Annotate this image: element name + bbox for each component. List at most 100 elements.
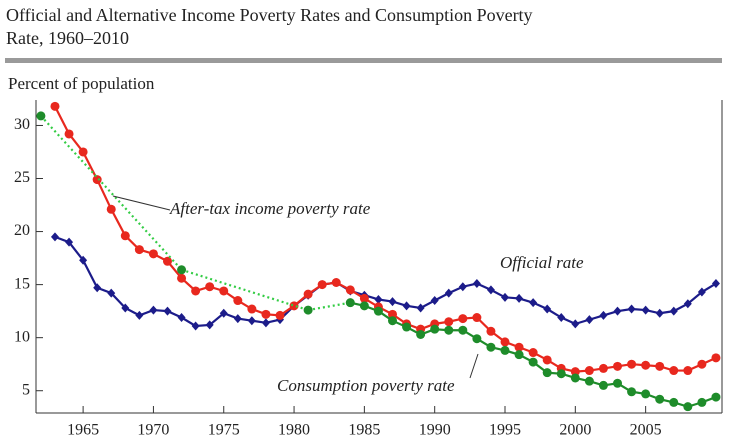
point bbox=[120, 231, 130, 241]
point bbox=[598, 363, 608, 373]
point bbox=[556, 369, 566, 379]
y-tick-label: 20 bbox=[14, 222, 30, 239]
title-rule bbox=[5, 58, 722, 63]
point bbox=[627, 359, 637, 369]
point bbox=[36, 111, 46, 121]
point bbox=[191, 286, 201, 296]
x-tick-label: 1970 bbox=[137, 422, 169, 439]
point bbox=[585, 315, 594, 325]
point bbox=[542, 368, 552, 378]
point bbox=[711, 392, 721, 402]
point bbox=[219, 308, 228, 318]
point bbox=[598, 380, 608, 390]
y-tick-label: 30 bbox=[14, 116, 30, 133]
y-tick-label: 10 bbox=[14, 328, 30, 345]
point bbox=[205, 282, 215, 292]
point bbox=[303, 305, 313, 315]
series-line bbox=[54, 105, 717, 373]
x-tick-label: 1985 bbox=[348, 422, 380, 439]
x-tick-label: 1995 bbox=[489, 422, 521, 439]
point bbox=[317, 280, 327, 290]
point bbox=[697, 359, 707, 369]
series-gap-line bbox=[181, 268, 309, 312]
point bbox=[486, 285, 495, 295]
point bbox=[121, 303, 130, 313]
y-tick-label: 5 bbox=[22, 381, 30, 398]
point bbox=[359, 293, 369, 303]
point bbox=[472, 279, 481, 289]
point bbox=[543, 304, 552, 314]
point bbox=[444, 317, 454, 327]
point bbox=[655, 361, 665, 371]
point bbox=[599, 310, 608, 320]
x-tick-label: 1975 bbox=[208, 422, 240, 439]
point bbox=[92, 175, 102, 185]
point bbox=[247, 316, 256, 326]
point bbox=[570, 367, 580, 377]
point bbox=[500, 337, 510, 347]
annotation-leader bbox=[469, 353, 479, 379]
point bbox=[359, 301, 369, 311]
annotation-leader bbox=[112, 195, 171, 211]
point bbox=[275, 310, 285, 320]
point bbox=[402, 301, 411, 311]
point bbox=[669, 306, 678, 316]
point bbox=[584, 366, 594, 376]
y-tick-label: 25 bbox=[14, 169, 30, 186]
point bbox=[683, 299, 692, 309]
point bbox=[345, 285, 355, 295]
point bbox=[584, 376, 594, 386]
point bbox=[388, 297, 397, 307]
point bbox=[655, 394, 665, 404]
point bbox=[697, 287, 706, 297]
point bbox=[303, 289, 313, 299]
point bbox=[641, 389, 651, 399]
point bbox=[514, 342, 524, 352]
point bbox=[177, 265, 187, 275]
point bbox=[163, 306, 172, 316]
x-tick-label: 2005 bbox=[630, 422, 662, 439]
point bbox=[641, 360, 651, 370]
point bbox=[430, 324, 440, 334]
series-annotation: Consumption poverty rate bbox=[277, 376, 455, 395]
point bbox=[515, 293, 524, 303]
point bbox=[219, 286, 229, 296]
point bbox=[345, 298, 355, 308]
point bbox=[50, 232, 59, 242]
series-gap-line bbox=[307, 301, 351, 312]
x-tick-label: 1980 bbox=[278, 422, 310, 439]
point bbox=[486, 342, 496, 352]
point bbox=[416, 303, 425, 313]
point bbox=[571, 319, 580, 329]
point bbox=[613, 378, 623, 388]
point bbox=[542, 355, 552, 365]
point bbox=[613, 306, 622, 316]
point bbox=[613, 361, 623, 371]
point bbox=[430, 296, 439, 306]
point bbox=[134, 245, 144, 255]
point bbox=[697, 397, 707, 407]
point bbox=[627, 304, 636, 314]
point bbox=[261, 309, 271, 319]
point bbox=[514, 350, 524, 360]
point bbox=[655, 308, 664, 318]
point bbox=[669, 397, 679, 407]
point bbox=[148, 249, 158, 259]
point bbox=[373, 306, 383, 316]
point bbox=[683, 366, 693, 376]
point bbox=[528, 348, 538, 358]
point bbox=[331, 277, 341, 287]
point bbox=[78, 147, 88, 157]
chart-title: Official and Alternative Income Poverty … bbox=[6, 5, 533, 25]
point bbox=[233, 296, 243, 306]
x-tick-label: 2000 bbox=[559, 422, 591, 439]
point bbox=[191, 321, 200, 331]
y-tick-label: 15 bbox=[14, 275, 30, 292]
series-gap-line bbox=[40, 115, 183, 271]
point bbox=[50, 101, 60, 111]
point bbox=[641, 305, 650, 315]
point bbox=[501, 292, 510, 302]
point bbox=[669, 366, 679, 376]
point bbox=[627, 387, 637, 397]
